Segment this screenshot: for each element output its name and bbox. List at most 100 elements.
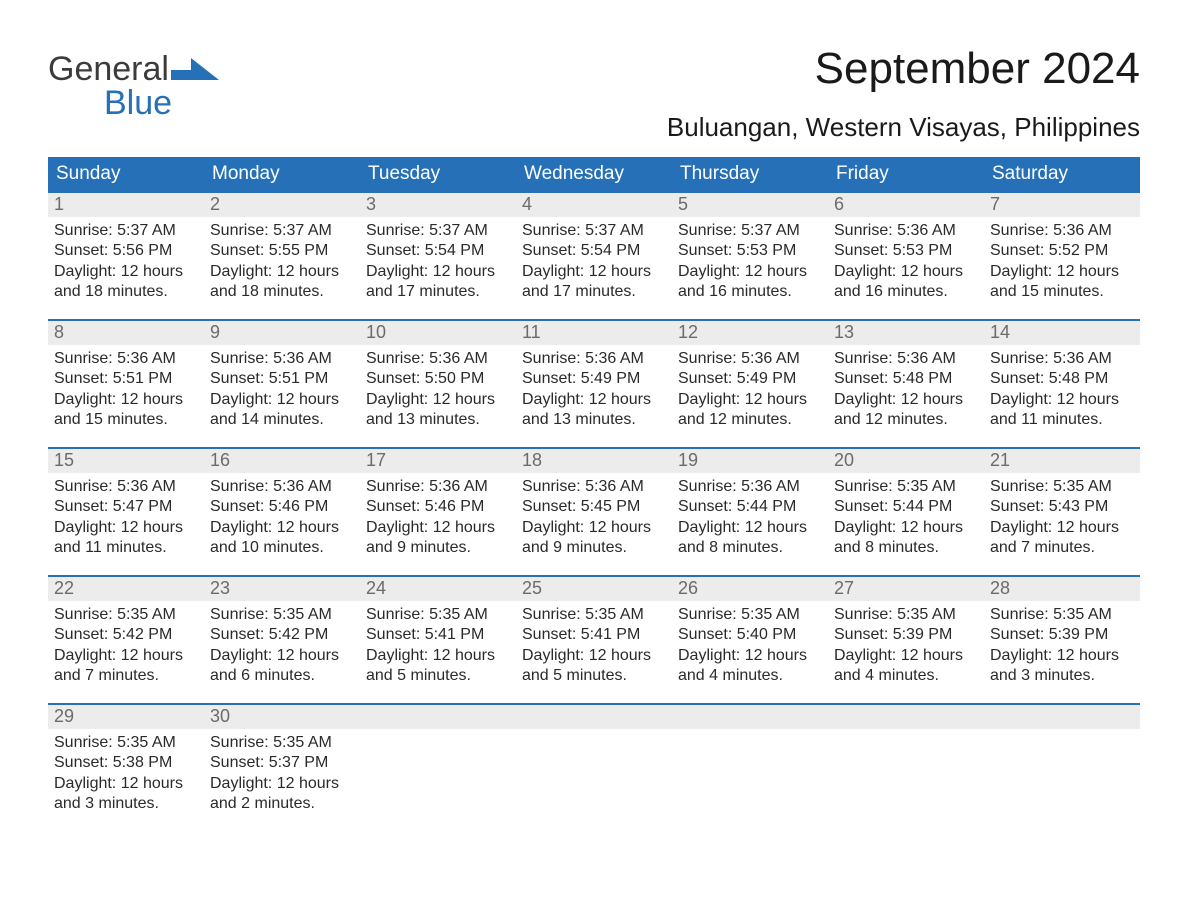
day-number (984, 705, 1140, 729)
day-sunset: Sunset: 5:54 PM (366, 241, 510, 261)
day-body: Sunrise: 5:35 AMSunset: 5:44 PMDaylight:… (828, 473, 984, 563)
day-daylight1: Daylight: 12 hours (210, 390, 354, 410)
day-cell: 20Sunrise: 5:35 AMSunset: 5:44 PMDayligh… (828, 449, 984, 575)
day-cell: 23Sunrise: 5:35 AMSunset: 5:42 PMDayligh… (204, 577, 360, 703)
day-body: Sunrise: 5:36 AMSunset: 5:49 PMDaylight:… (516, 345, 672, 435)
day-body: Sunrise: 5:35 AMSunset: 5:41 PMDaylight:… (516, 601, 672, 691)
day-sunrise: Sunrise: 5:36 AM (834, 221, 978, 241)
day-number: 26 (672, 577, 828, 601)
day-cell: 10Sunrise: 5:36 AMSunset: 5:50 PMDayligh… (360, 321, 516, 447)
day-daylight2: and 16 minutes. (678, 282, 822, 302)
day-sunset: Sunset: 5:55 PM (210, 241, 354, 261)
weeks-container: 1Sunrise: 5:37 AMSunset: 5:56 PMDaylight… (48, 193, 1140, 831)
day-sunset: Sunset: 5:43 PM (990, 497, 1134, 517)
day-sunset: Sunset: 5:38 PM (54, 753, 198, 773)
day-daylight2: and 4 minutes. (678, 666, 822, 686)
day-body: Sunrise: 5:35 AMSunset: 5:42 PMDaylight:… (204, 601, 360, 691)
day-number: 10 (360, 321, 516, 345)
day-sunset: Sunset: 5:42 PM (54, 625, 198, 645)
day-daylight1: Daylight: 12 hours (522, 646, 666, 666)
day-body: Sunrise: 5:35 AMSunset: 5:41 PMDaylight:… (360, 601, 516, 691)
weekday-header: Tuesday (360, 157, 516, 193)
day-cell: 21Sunrise: 5:35 AMSunset: 5:43 PMDayligh… (984, 449, 1140, 575)
day-cell (672, 705, 828, 831)
day-sunrise: Sunrise: 5:36 AM (834, 349, 978, 369)
day-sunset: Sunset: 5:56 PM (54, 241, 198, 261)
day-body: Sunrise: 5:36 AMSunset: 5:45 PMDaylight:… (516, 473, 672, 563)
day-body: Sunrise: 5:36 AMSunset: 5:46 PMDaylight:… (360, 473, 516, 563)
day-cell: 1Sunrise: 5:37 AMSunset: 5:56 PMDaylight… (48, 193, 204, 319)
weekday-header: Wednesday (516, 157, 672, 193)
day-cell: 19Sunrise: 5:36 AMSunset: 5:44 PMDayligh… (672, 449, 828, 575)
day-sunrise: Sunrise: 5:36 AM (54, 477, 198, 497)
day-number: 18 (516, 449, 672, 473)
day-cell: 25Sunrise: 5:35 AMSunset: 5:41 PMDayligh… (516, 577, 672, 703)
day-number: 7 (984, 193, 1140, 217)
day-sunset: Sunset: 5:40 PM (678, 625, 822, 645)
day-sunset: Sunset: 5:53 PM (834, 241, 978, 261)
day-body: Sunrise: 5:36 AMSunset: 5:48 PMDaylight:… (984, 345, 1140, 435)
day-daylight1: Daylight: 12 hours (834, 390, 978, 410)
day-sunrise: Sunrise: 5:35 AM (366, 605, 510, 625)
day-cell: 8Sunrise: 5:36 AMSunset: 5:51 PMDaylight… (48, 321, 204, 447)
day-daylight1: Daylight: 12 hours (366, 390, 510, 410)
day-cell: 30Sunrise: 5:35 AMSunset: 5:37 PMDayligh… (204, 705, 360, 831)
day-number: 22 (48, 577, 204, 601)
day-body: Sunrise: 5:36 AMSunset: 5:53 PMDaylight:… (828, 217, 984, 307)
day-sunrise: Sunrise: 5:36 AM (210, 349, 354, 369)
location-text: Buluangan, Western Visayas, Philippines (667, 112, 1140, 143)
day-sunrise: Sunrise: 5:37 AM (54, 221, 198, 241)
day-cell: 3Sunrise: 5:37 AMSunset: 5:54 PMDaylight… (360, 193, 516, 319)
day-number (828, 705, 984, 729)
day-daylight1: Daylight: 12 hours (366, 262, 510, 282)
day-body: Sunrise: 5:35 AMSunset: 5:40 PMDaylight:… (672, 601, 828, 691)
day-daylight2: and 16 minutes. (834, 282, 978, 302)
day-sunrise: Sunrise: 5:36 AM (210, 477, 354, 497)
day-sunset: Sunset: 5:53 PM (678, 241, 822, 261)
day-body: Sunrise: 5:37 AMSunset: 5:56 PMDaylight:… (48, 217, 204, 307)
day-number: 14 (984, 321, 1140, 345)
weekday-header: Thursday (672, 157, 828, 193)
day-sunrise: Sunrise: 5:36 AM (990, 221, 1134, 241)
day-daylight1: Daylight: 12 hours (54, 774, 198, 794)
day-sunset: Sunset: 5:51 PM (210, 369, 354, 389)
day-sunset: Sunset: 5:47 PM (54, 497, 198, 517)
day-body: Sunrise: 5:35 AMSunset: 5:42 PMDaylight:… (48, 601, 204, 691)
day-daylight1: Daylight: 12 hours (678, 390, 822, 410)
day-sunset: Sunset: 5:49 PM (522, 369, 666, 389)
day-sunrise: Sunrise: 5:35 AM (990, 605, 1134, 625)
day-cell: 7Sunrise: 5:36 AMSunset: 5:52 PMDaylight… (984, 193, 1140, 319)
day-daylight1: Daylight: 12 hours (678, 518, 822, 538)
day-cell: 6Sunrise: 5:36 AMSunset: 5:53 PMDaylight… (828, 193, 984, 319)
day-number: 27 (828, 577, 984, 601)
day-daylight1: Daylight: 12 hours (990, 390, 1134, 410)
day-daylight1: Daylight: 12 hours (366, 646, 510, 666)
day-daylight2: and 10 minutes. (210, 538, 354, 558)
day-number (360, 705, 516, 729)
day-daylight1: Daylight: 12 hours (210, 774, 354, 794)
day-cell: 26Sunrise: 5:35 AMSunset: 5:40 PMDayligh… (672, 577, 828, 703)
day-daylight2: and 13 minutes. (522, 410, 666, 430)
day-daylight2: and 18 minutes. (210, 282, 354, 302)
day-daylight2: and 7 minutes. (54, 666, 198, 686)
day-daylight2: and 11 minutes. (990, 410, 1134, 430)
day-sunset: Sunset: 5:48 PM (834, 369, 978, 389)
day-sunrise: Sunrise: 5:35 AM (678, 605, 822, 625)
day-daylight2: and 3 minutes. (990, 666, 1134, 686)
day-sunset: Sunset: 5:49 PM (678, 369, 822, 389)
day-sunset: Sunset: 5:51 PM (54, 369, 198, 389)
title-block: September 2024 Buluangan, Western Visaya… (667, 44, 1140, 143)
day-daylight2: and 6 minutes. (210, 666, 354, 686)
week-row: 1Sunrise: 5:37 AMSunset: 5:56 PMDaylight… (48, 193, 1140, 319)
day-number: 1 (48, 193, 204, 217)
day-daylight2: and 18 minutes. (54, 282, 198, 302)
day-sunrise: Sunrise: 5:36 AM (54, 349, 198, 369)
day-daylight2: and 13 minutes. (366, 410, 510, 430)
day-daylight2: and 4 minutes. (834, 666, 978, 686)
day-number: 3 (360, 193, 516, 217)
day-number: 19 (672, 449, 828, 473)
day-sunrise: Sunrise: 5:36 AM (990, 349, 1134, 369)
day-number (672, 705, 828, 729)
day-cell: 16Sunrise: 5:36 AMSunset: 5:46 PMDayligh… (204, 449, 360, 575)
day-number: 8 (48, 321, 204, 345)
